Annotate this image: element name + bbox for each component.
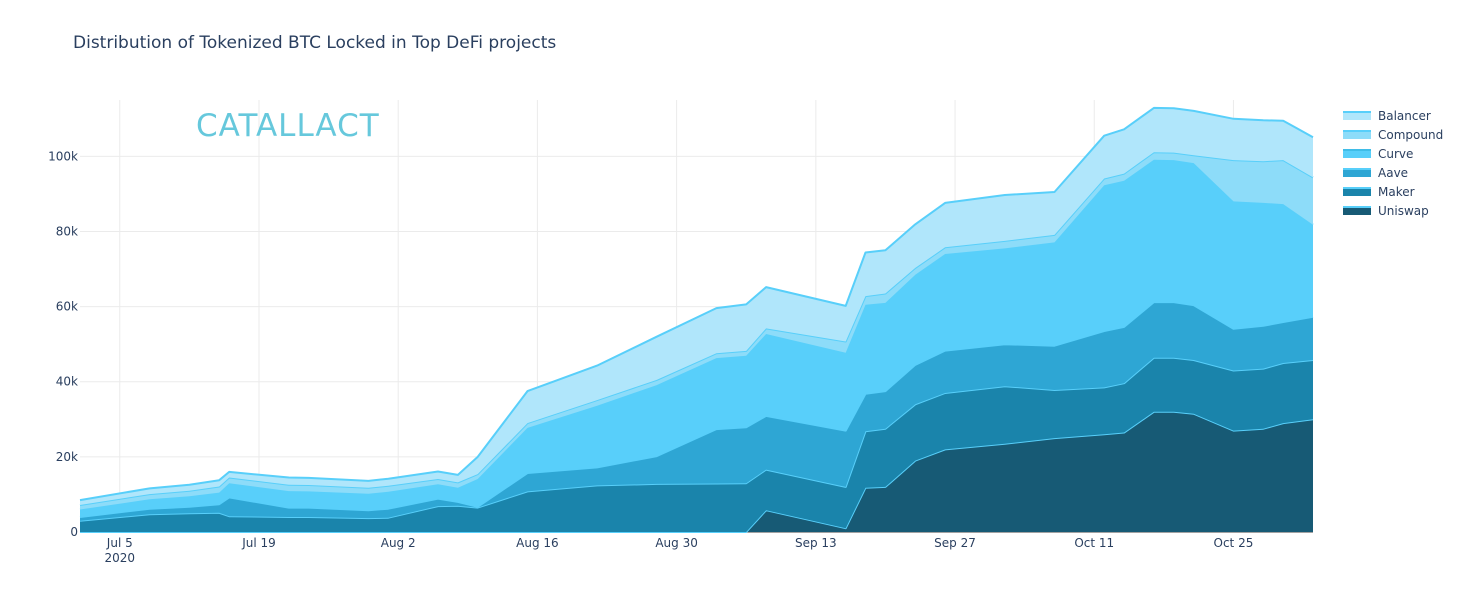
legend-swatch: [1343, 111, 1371, 120]
legend: Balancer Compound Curve Aave Maker Uniswap: [1343, 106, 1443, 220]
legend-label: Maker: [1378, 184, 1415, 199]
x-tick-label: Aug 2: [381, 536, 416, 550]
y-tick-label: 0: [70, 525, 78, 539]
x-tick-label: Oct 25: [1214, 536, 1254, 550]
logo-text: CATALLACT: [196, 108, 380, 144]
legend-item-aave[interactable]: Aave: [1343, 163, 1443, 182]
area-uniswap[interactable]: [80, 411, 1313, 532]
area-maker[interactable]: [80, 357, 1313, 532]
y-tick-label: 20k: [56, 450, 78, 464]
chart-title: Distribution of Tokenized BTC Locked in …: [73, 33, 557, 53]
y-tick-label: 40k: [56, 375, 78, 389]
legend-swatch: [1343, 187, 1371, 196]
x-tick-label: Sep 13: [795, 536, 837, 550]
legend-swatch: [1343, 130, 1371, 139]
x-year-label: 2020: [105, 551, 136, 565]
x-tick-label: Oct 11: [1074, 536, 1114, 550]
legend-swatch: [1343, 206, 1371, 215]
legend-item-curve[interactable]: Curve: [1343, 144, 1443, 163]
legend-item-uniswap[interactable]: Uniswap: [1343, 201, 1443, 220]
legend-item-compound[interactable]: Compound: [1343, 125, 1443, 144]
x-tick-label: Aug 30: [655, 536, 698, 550]
area-layer: [79, 106, 1314, 533]
legend-item-balancer[interactable]: Balancer: [1343, 106, 1443, 125]
legend-swatch: [1343, 168, 1371, 177]
area-balancer[interactable]: [80, 107, 1313, 506]
x-tick-label: Aug 16: [516, 536, 559, 550]
x-tick-label: Jul 19: [241, 536, 276, 550]
catallact-logo: CATALLACT: [196, 100, 386, 152]
legend-label: Uniswap: [1378, 203, 1429, 218]
line-balancer: [79, 106, 1314, 502]
area-aave[interactable]: [80, 302, 1313, 521]
legend-label: Curve: [1378, 146, 1414, 161]
y-tick-label: 100k: [48, 149, 78, 163]
y-tick-label: 80k: [56, 224, 78, 238]
x-tick-label: Sep 27: [934, 536, 976, 550]
legend-label: Compound: [1378, 127, 1444, 142]
x-tick-label: Jul 5: [106, 536, 133, 550]
legend-swatch: [1343, 149, 1371, 158]
legend-label: Balancer: [1378, 108, 1431, 123]
legend-label: Aave: [1378, 165, 1409, 180]
legend-item-maker[interactable]: Maker: [1343, 182, 1443, 201]
y-tick-label: 60k: [56, 300, 78, 314]
